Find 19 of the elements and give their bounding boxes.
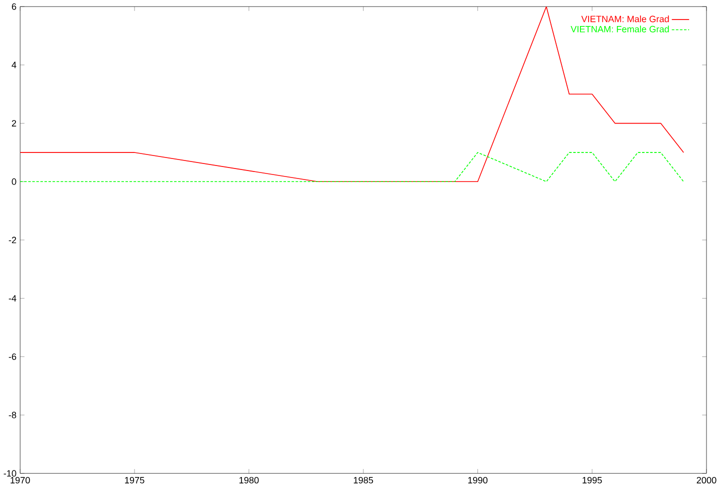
y-tick-label: 2	[12, 120, 16, 127]
x-tick-label: 1995	[582, 477, 602, 484]
y-tick-label: -4	[8, 295, 16, 302]
x-tick-label: 1975	[125, 477, 144, 484]
x-tick-label: 1985	[354, 477, 374, 484]
line-series	[20, 6, 684, 182]
y-tick-label: 4	[12, 62, 16, 68]
y-tick-label: 6	[12, 3, 16, 10]
x-tick-label: 1990	[468, 477, 488, 484]
y-tick-label: -2	[8, 236, 16, 244]
y-tick-label: -10	[4, 470, 16, 477]
x-tick-label: 1970	[10, 477, 30, 484]
y-tick-label: 0	[12, 178, 16, 185]
legend-label: VIETNAM: Male Grad	[581, 16, 669, 22]
y-tick-label: -8	[8, 412, 16, 418]
legend-label: VIETNAM: Female Grad	[570, 26, 669, 32]
y-tick-label: -6	[8, 354, 16, 360]
x-tick-label: 2000	[696, 477, 716, 484]
x-tick-label: 1980	[239, 477, 259, 484]
